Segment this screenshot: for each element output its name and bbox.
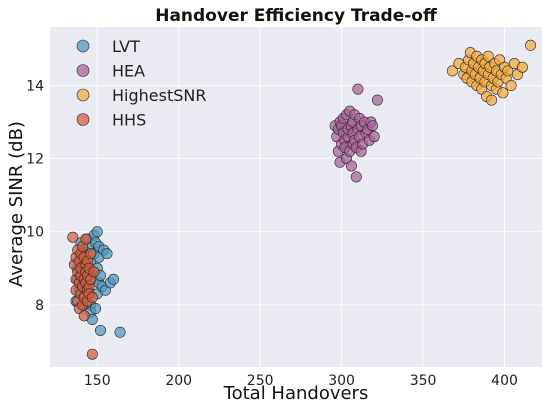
data-point-highestsnr [482,50,494,62]
y-tick-labels: 8 10 12 14 [26,78,44,313]
data-point-hhs [86,292,98,304]
series-highestsnr [446,39,537,106]
legend-item-hhs: HHS [76,111,146,130]
data-point-highestsnr [502,65,514,77]
x-tick-label: 200 [165,373,192,389]
plot-area [50,27,542,367]
data-point-hhs [67,231,79,243]
x-tick-labels: 150 200 250 300 350 400 [84,373,518,389]
data-point-lvt [91,226,103,238]
data-point-lvt [90,303,102,315]
data-points [67,39,537,360]
legend-label: HighestSNR [112,86,206,105]
legend: LVT HEA HighestSNR HHS [76,37,206,130]
x-tick-label: 300 [328,373,355,389]
x-axis-label: Total Handovers [223,383,369,404]
data-point-lvt [108,273,120,285]
legend-marker [76,39,90,53]
y-tick-label: 8 [35,298,44,314]
x-tick-label: 250 [247,373,274,389]
legend-item-highestsnr: HighestSNR [76,86,206,105]
legend-marker [76,88,90,102]
legend-label: LVT [112,37,140,56]
data-point-hea [368,131,380,143]
data-point-hhs [88,266,100,278]
x-tick-label: 150 [84,373,111,389]
data-point-hea [352,83,364,95]
data-point-hea [345,160,357,172]
data-point-highestsnr [525,39,537,51]
legend-label: HHS [112,111,146,130]
data-point-highestsnr [497,87,509,99]
legend-marker [76,64,90,77]
data-point-hea [371,94,383,106]
data-point-hhs [80,233,92,245]
data-point-hea [367,120,379,132]
x-tick-label: 350 [410,373,437,389]
y-tick-label: 12 [26,152,44,168]
legend-marker [76,113,90,126]
data-point-hhs [85,248,97,260]
data-point-highestsnr [485,94,497,106]
data-point-hea [350,171,362,183]
data-point-highestsnr [446,65,458,77]
y-tick-label: 14 [26,78,44,94]
series-hhs [67,231,100,360]
data-point-hhs [86,348,98,360]
grid-lines [50,27,542,367]
data-point-highestsnr [516,61,528,73]
data-point-lvt [114,326,126,338]
y-axis-label: Average SINR (dB) [6,121,27,287]
legend-label: HEA [112,62,145,81]
x-tick-label: 400 [491,373,518,389]
data-point-lvt [95,324,107,336]
y-tick-label: 10 [26,225,44,241]
data-point-hhs [78,310,90,322]
data-point-highestsnr [505,79,517,91]
legend-item-lvt: LVT [76,37,140,56]
data-point-lvt [101,248,113,260]
chart-title: Handover Efficiency Trade-off [155,6,437,26]
series-hea [329,83,383,183]
legend-item-hea: HEA [76,62,145,81]
